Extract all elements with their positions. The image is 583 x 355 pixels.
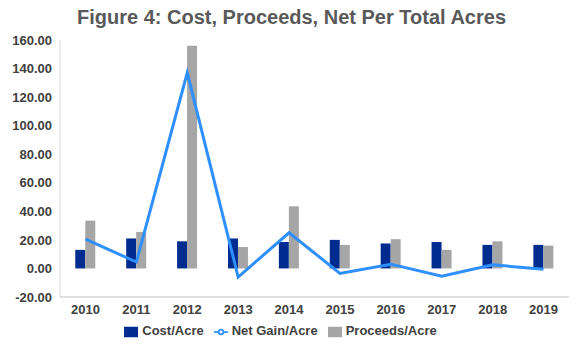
svg-text:2013: 2013 — [224, 302, 253, 317]
svg-text:2014: 2014 — [275, 302, 305, 317]
svg-text:120.00: 120.00 — [12, 90, 52, 105]
svg-text:2010: 2010 — [71, 302, 100, 317]
svg-text:2017: 2017 — [427, 302, 456, 317]
html-text:Net Gain/Acre: Net Gain/Acre — [231, 323, 318, 338]
svg-text:140.00: 140.00 — [12, 61, 52, 76]
svg-text:2015: 2015 — [325, 302, 354, 317]
svg-text:40.00: 40.00 — [19, 204, 52, 219]
svg-text:60.00: 60.00 — [19, 175, 52, 190]
svg-text:2018: 2018 — [478, 302, 507, 317]
svg-text:0.00: 0.00 — [27, 261, 52, 276]
svg-text:100.00: 100.00 — [12, 118, 52, 133]
svg-text:20.00: 20.00 — [19, 233, 52, 248]
html-text:Cost/Acre: Cost/Acre — [142, 323, 204, 338]
html-text:Proceeds/Acre: Proceeds/Acre — [345, 323, 437, 338]
svg-text:2011: 2011 — [122, 302, 150, 317]
html-text:Figure 4: Cost, Proceeds, Net: Figure 4: Cost, Proceeds, Net Per Total … — [77, 6, 506, 28]
svg-text:2019: 2019 — [529, 302, 558, 317]
svg-text:-20.00: -20.00 — [15, 290, 52, 305]
svg-text:2012: 2012 — [173, 302, 202, 317]
svg-text:160.00: 160.00 — [12, 34, 52, 48]
svg-text:80.00: 80.00 — [19, 147, 52, 162]
svg-text:2016: 2016 — [376, 302, 405, 317]
